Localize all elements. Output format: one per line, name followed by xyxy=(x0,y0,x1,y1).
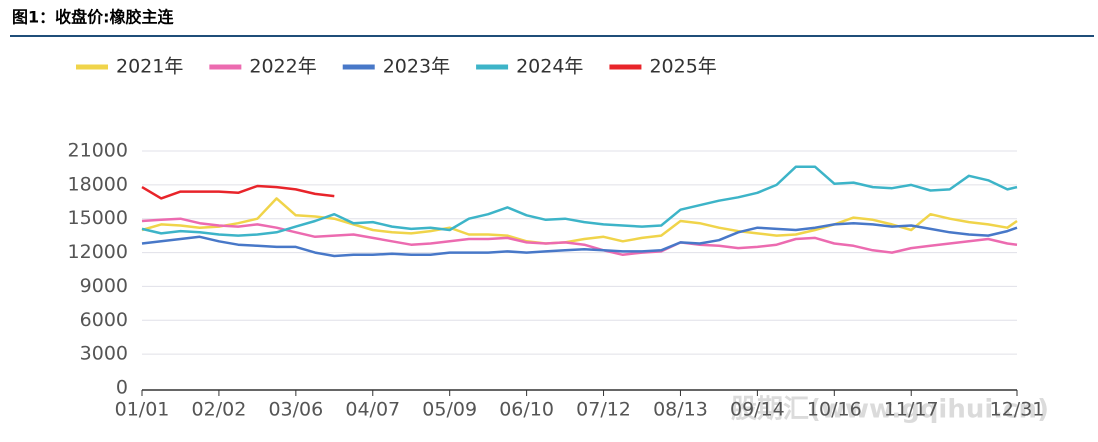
x-tick-label: 05/09 xyxy=(422,399,477,421)
series-line xyxy=(141,217,1018,257)
legend-label: 2022年 xyxy=(249,56,316,78)
legend-label: 2021年 xyxy=(116,56,183,78)
x-tick-label: 03/06 xyxy=(268,399,323,421)
x-tick-label: 12/31 xyxy=(990,399,1045,421)
y-tick-label: 3000 xyxy=(80,343,128,365)
series-line xyxy=(141,165,1018,237)
y-tick-label: 18000 xyxy=(68,173,128,195)
watermark: 股期汇(www.gqihui.cn) xyxy=(731,395,1049,425)
x-tick-label: 09/14 xyxy=(730,399,785,421)
x-tick-label: 01/01 xyxy=(115,399,170,421)
chart-title: 图1：收盘价:橡胶主连 xyxy=(12,8,175,27)
y-tick-label: 9000 xyxy=(80,275,128,297)
legend-label: 2024年 xyxy=(516,56,583,78)
x-tick-label: 11/17 xyxy=(884,399,939,421)
x-tick-label: 06/10 xyxy=(499,399,554,421)
x-tick-label: 10/16 xyxy=(807,399,862,421)
y-tick-label: 12000 xyxy=(68,241,128,263)
series-line xyxy=(141,184,335,200)
x-tick-label: 02/02 xyxy=(192,399,247,421)
y-tick-label: 15000 xyxy=(68,207,128,229)
y-tick-label: 0 xyxy=(116,377,128,399)
x-tick-label: 04/07 xyxy=(345,399,400,421)
series-line xyxy=(141,197,1018,245)
y-tick-label: 6000 xyxy=(80,309,128,331)
legend-label: 2025年 xyxy=(649,56,716,78)
series-line xyxy=(141,221,1018,258)
x-tick-label: 08/13 xyxy=(653,399,708,421)
y-tick-label: 21000 xyxy=(68,140,128,162)
x-tick-label: 07/12 xyxy=(576,399,631,421)
legend-label: 2023年 xyxy=(383,56,450,78)
